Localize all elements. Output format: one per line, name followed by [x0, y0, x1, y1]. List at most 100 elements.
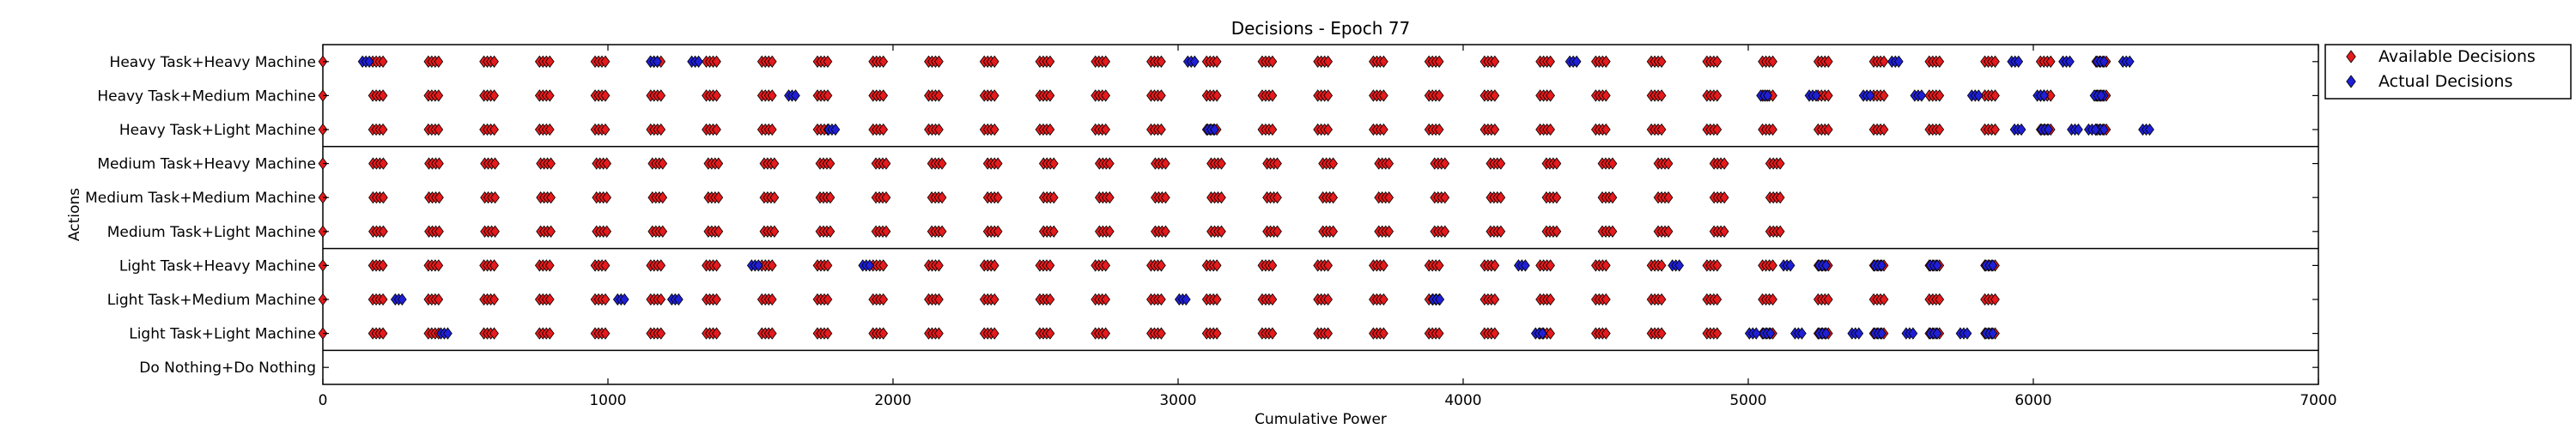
available-decision-point — [1879, 123, 1889, 136]
available-decision-point — [1712, 293, 1722, 306]
actual-decision-point — [364, 55, 374, 68]
row-points — [318, 123, 2154, 136]
available-decision-point — [712, 259, 721, 272]
available-decision-point — [714, 225, 724, 238]
available-decision-point — [489, 55, 499, 68]
actual-decision-point — [1973, 89, 1984, 102]
available-decision-point — [1935, 55, 1945, 68]
available-decision-point — [434, 55, 444, 68]
available-decision-point — [602, 191, 612, 204]
available-decision-point — [769, 191, 780, 204]
available-decision-point — [1490, 327, 1500, 340]
plot-area — [322, 44, 2319, 385]
available-decision-point — [712, 123, 721, 136]
actual-decision-point — [1893, 55, 1904, 68]
available-decision-point — [1323, 89, 1334, 102]
available-decision-point — [1546, 123, 1555, 136]
available-decision-point — [434, 123, 444, 136]
available-decision-point — [1267, 123, 1278, 136]
available-decision-point — [1323, 55, 1334, 68]
actual-decision-point — [1865, 89, 1875, 102]
actual-decision-point — [2016, 123, 2026, 136]
available-decision-point — [937, 191, 947, 204]
available-decision-point — [1663, 225, 1674, 238]
x-tick-label: 1000 — [589, 392, 626, 409]
available-decision-point — [2045, 89, 2056, 102]
y-tick-label: Do Nothing+Do Nothing — [139, 360, 316, 377]
available-decision-point — [1546, 259, 1555, 272]
available-decision-point — [1048, 225, 1059, 238]
available-decision-point — [1101, 89, 1111, 102]
available-decision-point — [1663, 157, 1674, 170]
available-decision-point — [1273, 191, 1282, 204]
actual-decision-point — [1811, 89, 1821, 102]
available-decision-point — [1601, 89, 1611, 102]
available-decision-point — [1496, 157, 1506, 170]
available-decision-point — [1935, 293, 1945, 306]
available-decision-point — [1434, 89, 1444, 102]
axes: 0 1000 2000 3000 4000 5000 6000 7000 Heavy Task+… — [85, 45, 2337, 409]
actual-decision-point — [1765, 327, 1776, 340]
actual-decision-point — [2065, 55, 2075, 68]
available-decision-point — [1990, 89, 2000, 102]
available-decision-point — [714, 157, 724, 170]
available-decision-point — [1546, 327, 1555, 340]
available-decision-point — [378, 327, 388, 340]
available-decision-point — [1656, 259, 1667, 272]
available-decision-point — [767, 259, 777, 272]
available-decision-point — [544, 293, 555, 306]
actual-decision-point — [2074, 123, 2083, 136]
legend-marker-actual — [2346, 75, 2356, 88]
available-decision-point — [1768, 55, 1777, 68]
actual-decision-point — [653, 55, 662, 68]
available-decision-point — [378, 55, 388, 68]
available-decision-point — [1328, 157, 1338, 170]
actual-decision-point — [1435, 293, 1445, 306]
row-points — [318, 89, 2111, 102]
available-decision-point — [1719, 157, 1729, 170]
available-decision-point — [1601, 327, 1611, 340]
available-decision-point — [1157, 259, 1166, 272]
actual-decision-point — [1189, 55, 1200, 68]
available-decision-point — [934, 89, 944, 102]
available-decision-point — [490, 157, 500, 170]
y-tick-label: Light Task+Light Machine — [129, 326, 316, 343]
available-decision-point — [1440, 225, 1450, 238]
legend-item-available: Available Decisions — [2346, 47, 2536, 66]
available-decision-point — [767, 327, 777, 340]
available-decision-point — [544, 327, 555, 340]
available-decision-point — [378, 89, 388, 102]
actual-decision-point — [1797, 327, 1807, 340]
actual-decision-point — [2044, 123, 2053, 136]
available-decision-point — [544, 89, 555, 102]
actual-decision-point — [1763, 89, 1772, 102]
available-decision-point — [712, 293, 721, 306]
available-decision-point — [656, 293, 666, 306]
available-decision-point — [658, 191, 668, 204]
available-decision-point — [1161, 225, 1170, 238]
x-tick-label: 6000 — [2014, 392, 2051, 409]
available-decision-point — [769, 157, 780, 170]
available-decision-point — [490, 191, 500, 204]
available-decision-point — [378, 259, 388, 272]
available-decision-point — [878, 327, 889, 340]
available-decision-point — [878, 89, 889, 102]
x-tick-label: 7000 — [2300, 392, 2336, 409]
available-decision-point — [1719, 225, 1729, 238]
available-decision-point — [1212, 55, 1222, 68]
available-decision-point — [1546, 55, 1555, 68]
available-decision-point — [934, 327, 944, 340]
available-decision-point — [1323, 123, 1334, 136]
actual-decision-point — [1521, 259, 1530, 272]
available-decision-point — [600, 293, 611, 306]
available-decision-point — [1775, 191, 1785, 204]
available-decision-point — [881, 191, 891, 204]
available-decision-point — [656, 259, 666, 272]
available-decision-point — [489, 89, 499, 102]
available-decision-point — [546, 157, 556, 170]
available-decision-point — [1323, 327, 1334, 340]
y-tick-label: Heavy Task+Medium Machine — [97, 88, 316, 105]
y-tick-label: Medium Task+Heavy Machine — [97, 156, 316, 173]
available-decision-point — [434, 157, 444, 170]
available-decision-point — [379, 191, 388, 204]
